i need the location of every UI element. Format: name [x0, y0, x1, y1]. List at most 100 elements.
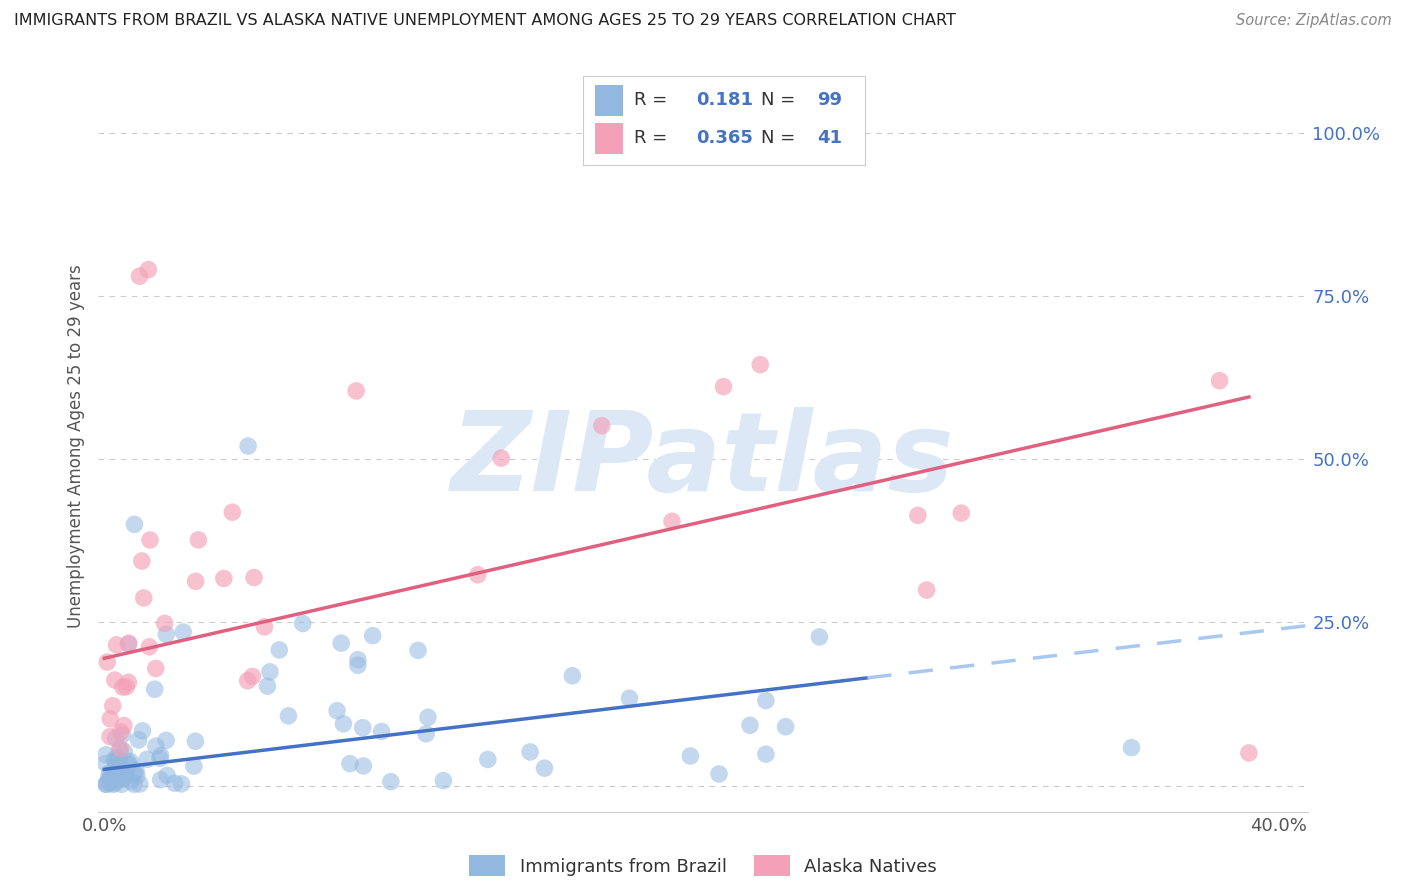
Point [104, 754, 127, 768]
Point [1208, 374, 1230, 388]
Point [1121, 740, 1143, 755]
Point [291, 616, 314, 631]
Point [184, 734, 207, 748]
Point [713, 379, 735, 393]
Bar [595, 85, 623, 116]
Point [1237, 746, 1260, 760]
Point [104, 760, 127, 774]
Point [755, 693, 778, 707]
Point [117, 756, 139, 770]
Point [98, 730, 121, 744]
Point [477, 752, 499, 766]
Point [738, 718, 761, 732]
Point [243, 571, 266, 585]
Point [96, 655, 118, 669]
Point [236, 673, 259, 688]
Point [145, 661, 167, 675]
Point [104, 673, 127, 687]
Point [94, 777, 117, 791]
Point [131, 554, 153, 568]
Point [111, 728, 134, 742]
Point [97, 769, 120, 783]
Point [111, 772, 134, 787]
Point [125, 769, 148, 783]
Point [112, 718, 135, 732]
Point [561, 669, 583, 683]
Point [104, 776, 127, 790]
Point [107, 761, 129, 775]
Point [118, 758, 141, 772]
Point [136, 752, 159, 766]
Point [156, 768, 179, 782]
Point [332, 716, 354, 731]
Text: R =: R = [634, 129, 673, 147]
Point [120, 774, 142, 789]
Point [105, 772, 128, 786]
Point [907, 508, 929, 523]
Point [124, 766, 146, 780]
Point [107, 758, 129, 772]
Point [155, 733, 177, 747]
Point [149, 772, 172, 787]
Text: R =: R = [634, 91, 673, 109]
Point [124, 517, 146, 532]
Point [108, 768, 131, 782]
Point [143, 682, 166, 697]
Point [352, 721, 374, 735]
Point [172, 625, 194, 640]
Point [111, 680, 134, 694]
Point [370, 724, 392, 739]
Text: N =: N = [761, 129, 800, 147]
Text: IMMIGRANTS FROM BRAZIL VS ALASKA NATIVE UNEMPLOYMENT AMONG AGES 25 TO 29 YEARS C: IMMIGRANTS FROM BRAZIL VS ALASKA NATIVE … [14, 13, 956, 29]
Point [380, 774, 402, 789]
Point [105, 770, 128, 784]
Point [101, 773, 124, 788]
Point [330, 636, 353, 650]
Point [707, 767, 730, 781]
Legend: Immigrants from Brazil, Alaska Natives: Immigrants from Brazil, Alaska Natives [461, 848, 945, 883]
Point [128, 777, 150, 791]
Point [107, 772, 129, 787]
Point [489, 451, 512, 466]
Point [347, 658, 370, 673]
Point [184, 574, 207, 589]
Point [432, 773, 454, 788]
Point [101, 768, 124, 782]
Point [755, 747, 778, 761]
Point [114, 768, 136, 782]
Point [269, 643, 291, 657]
Point [253, 620, 276, 634]
Point [108, 743, 131, 757]
Point [112, 745, 135, 759]
Point [183, 759, 205, 773]
Point [221, 505, 243, 519]
Text: 99: 99 [817, 91, 842, 109]
Point [117, 675, 139, 690]
Text: 0.181: 0.181 [696, 91, 754, 109]
Point [101, 698, 124, 713]
Point [170, 777, 193, 791]
Text: 0.365: 0.365 [696, 129, 752, 147]
Point [98, 766, 121, 780]
Point [110, 725, 132, 739]
Point [661, 514, 683, 528]
Point [749, 358, 772, 372]
Point [118, 636, 141, 650]
Point [212, 571, 235, 585]
Point [96, 777, 118, 791]
Point [111, 777, 134, 791]
Point [236, 439, 259, 453]
Point [277, 709, 299, 723]
Point [97, 775, 120, 789]
Point [149, 751, 172, 765]
Point [125, 764, 148, 778]
Point [101, 777, 124, 791]
Point [104, 731, 127, 746]
Point [361, 629, 384, 643]
Point [467, 567, 489, 582]
Point [120, 754, 142, 768]
Point [533, 761, 555, 775]
Point [105, 757, 128, 772]
Point [110, 764, 132, 778]
Point [326, 704, 349, 718]
